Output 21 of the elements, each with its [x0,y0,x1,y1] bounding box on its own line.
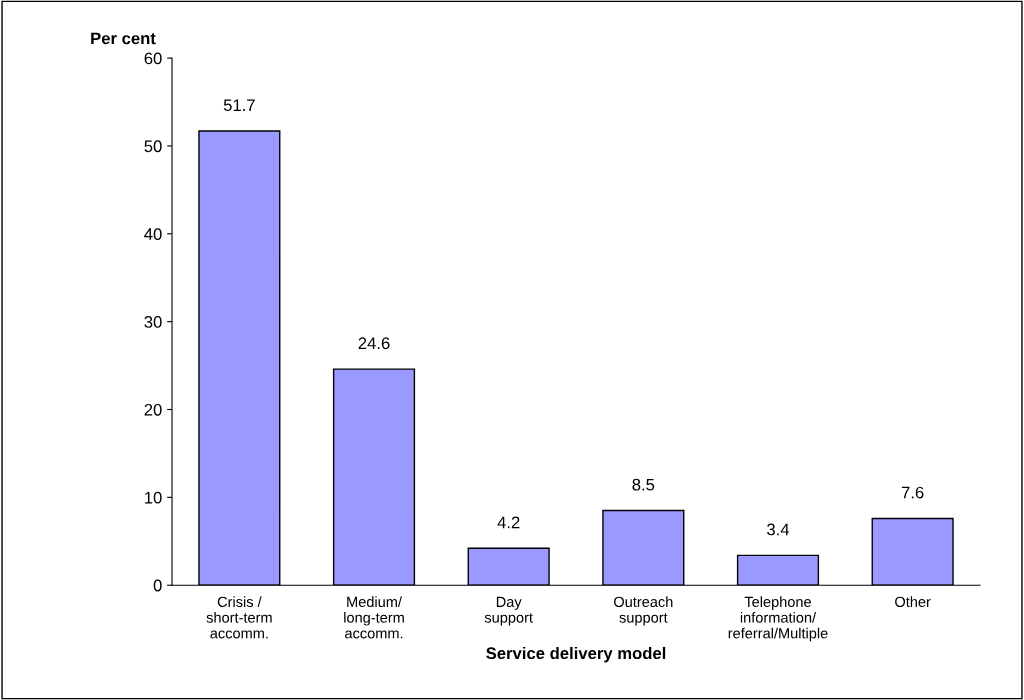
x-tick-label: Outreach support [614,596,673,626]
x-axis-title: Service delivery model [486,646,666,663]
y-tick-label: 20 [144,403,162,416]
x-tick-label: Medium/ long-term accomm. [344,596,404,639]
y-tick-label: 50 [144,140,162,153]
data-label: 51.7 [223,99,255,112]
x-tick-label: Day support [484,596,533,626]
data-label: 4.2 [497,516,520,529]
x-tick-label: Crisis / short-term accomm. [206,596,272,639]
data-label: 24.6 [358,337,390,350]
data-label: 7.6 [901,486,924,499]
y-tick-label: 0 [153,579,162,592]
y-tick-label: 10 [145,491,162,504]
y-tick-label: 60 [144,52,162,65]
x-tick-label: Other [895,596,931,608]
y-axis-title: Per cent [91,32,156,45]
y-tick-label: 30 [144,316,162,328]
y-tick-label: 40 [144,228,162,240]
x-tick-label: Telephone information/ referral/Multiple [728,596,828,642]
data-label: 3.4 [767,523,790,536]
data-label: 8.5 [632,478,655,491]
